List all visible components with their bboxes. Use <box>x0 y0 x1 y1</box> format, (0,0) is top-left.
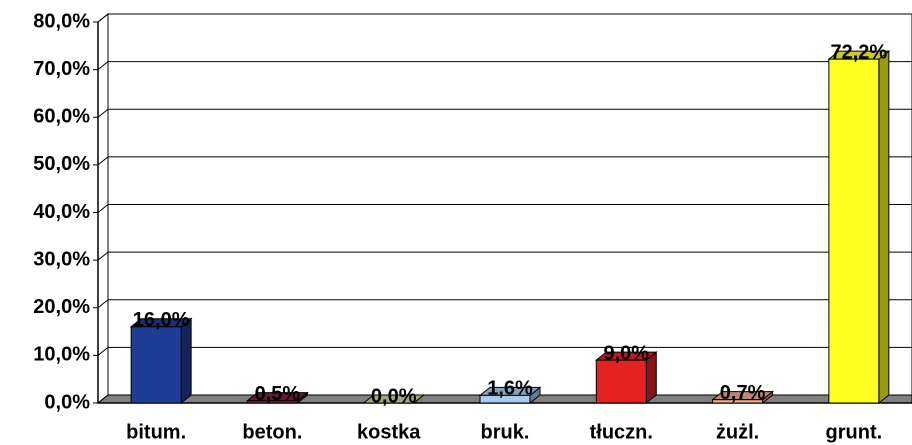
bar <box>130 326 182 404</box>
y-tick-label: 70,0% <box>33 58 90 80</box>
x-tick-label: żużl. <box>716 421 759 443</box>
y-tick-label: 50,0% <box>33 153 90 175</box>
x-tick-label: bitum. <box>126 421 186 443</box>
grid-line-side <box>97 251 109 261</box>
bar <box>595 359 647 404</box>
x-tick-label: bruk. <box>481 421 530 443</box>
data-label: 9,0% <box>603 342 649 364</box>
grid-line-side <box>97 61 109 71</box>
grid-line-side <box>97 204 109 213</box>
y-tick-label: 30,0% <box>33 248 90 270</box>
y-tick-label: 20,0% <box>33 296 90 318</box>
x-tick-label: grunt. <box>826 421 883 443</box>
data-label: 1,6% <box>487 378 533 400</box>
y-tick-label: 60,0% <box>33 106 90 128</box>
grid-line-side <box>97 299 109 309</box>
grid-line-side <box>97 346 109 356</box>
bar <box>479 394 531 404</box>
bar <box>712 399 764 404</box>
x-tick-label: kostka <box>357 421 421 443</box>
bar-top <box>362 394 426 404</box>
data-label: 72,2% <box>830 41 887 63</box>
bar-side <box>878 50 890 405</box>
y-tick-label: 0,0% <box>44 391 90 413</box>
bar <box>246 400 298 404</box>
grid-line-side <box>97 156 109 166</box>
x-tick-label: tłuczn. <box>590 421 653 443</box>
y-tick-label: 40,0% <box>33 201 90 223</box>
x-tick-label: beton. <box>242 421 302 443</box>
y-tick-label: 80,0% <box>33 10 90 32</box>
data-label: 0,7% <box>720 382 766 404</box>
grid-line-side <box>97 108 109 118</box>
bar <box>828 58 880 404</box>
data-label: 16,0% <box>133 309 190 331</box>
data-label: 0,5% <box>255 383 301 405</box>
y-tick-label: 10,0% <box>33 344 90 366</box>
grid-line-side <box>97 13 109 23</box>
data-label: 0,0% <box>371 385 417 407</box>
bar-side <box>180 317 192 405</box>
